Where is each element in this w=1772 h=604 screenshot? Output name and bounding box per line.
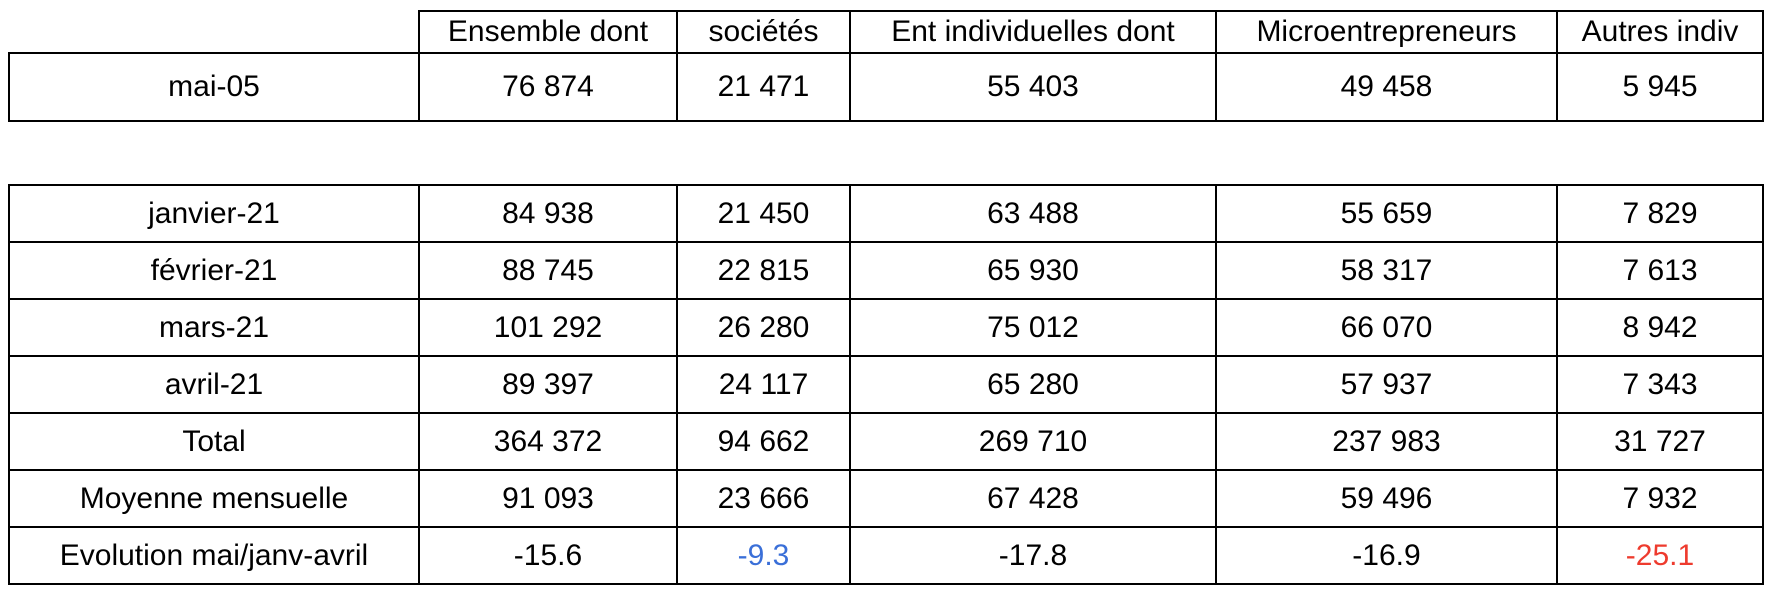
data-cell: 55 403 (849, 52, 1217, 122)
data-cell: -9.3 (676, 526, 851, 585)
data-cell: -25.1 (1556, 526, 1764, 585)
data-cell: 89 397 (418, 355, 678, 414)
data-cell: 67 428 (849, 469, 1217, 528)
data-cell: 65 930 (849, 241, 1217, 300)
data-cell: 55 659 (1215, 184, 1558, 243)
data-cell: 237 983 (1215, 412, 1558, 471)
data-cell: 7 932 (1556, 469, 1764, 528)
corner-cell (9, 11, 419, 53)
spreadsheet: Ensemble dont sociétés Ent individuelles d… (8, 10, 1764, 585)
data-cell: -15.6 (418, 526, 678, 585)
table-row: Evolution mai/janv-avril -15.6 -9.3 -17.8 -1… (8, 526, 1764, 585)
row-label: Total (8, 412, 420, 471)
column-header: Ensemble dont (418, 10, 678, 54)
row-label: mai-05 (8, 52, 420, 122)
column-header: Autres indiv (1556, 10, 1764, 54)
row-label: Moyenne mensuelle (8, 469, 420, 528)
table-row: mars-21 101 292 26 280 75 012 66 070 8 942 (8, 298, 1764, 357)
data-cell: 364 372 (418, 412, 678, 471)
data-cell: 65 280 (849, 355, 1217, 414)
data-cell: 8 942 (1556, 298, 1764, 357)
data-cell: 57 937 (1215, 355, 1558, 414)
column-header: Microentrepreneurs (1215, 10, 1558, 54)
data-cell: 63 488 (849, 184, 1217, 243)
table-row: février-21 88 745 22 815 65 930 58 317 7 613 (8, 241, 1764, 300)
data-cell: 49 458 (1215, 52, 1558, 122)
data-cell: 76 874 (418, 52, 678, 122)
data-cell: 7 829 (1556, 184, 1764, 243)
data-cell: 31 727 (1556, 412, 1764, 471)
data-cell: 88 745 (418, 241, 678, 300)
row-label: janvier-21 (8, 184, 420, 243)
row-label: février-21 (8, 241, 420, 300)
data-cell: 7 613 (1556, 241, 1764, 300)
table-row: Total 364 372 94 662 269 710 237 983 31 727 (8, 412, 1764, 471)
header-row: Ensemble dont sociétés Ent individuelles d… (9, 10, 1764, 54)
data-cell: -16.9 (1215, 526, 1558, 585)
data-cell: 94 662 (676, 412, 851, 471)
table-may05: Ensemble dont sociétés Ent individuelles d… (8, 10, 1764, 122)
data-cell: 22 815 (676, 241, 851, 300)
data-cell: -17.8 (849, 526, 1217, 585)
table-row: janvier-21 84 938 21 450 63 488 55 659 7 829 (8, 184, 1764, 243)
data-cell: 23 666 (676, 469, 851, 528)
table-months-2021: janvier-21 84 938 21 450 63 488 55 659 7 829 f… (8, 184, 1764, 585)
data-cell: 21 471 (676, 52, 851, 122)
data-cell: 84 938 (418, 184, 678, 243)
row-label: Evolution mai/janv-avril (8, 526, 420, 585)
data-cell: 58 317 (1215, 241, 1558, 300)
row-label: avril-21 (8, 355, 420, 414)
data-cell: 5 945 (1556, 52, 1764, 122)
data-cell: 66 070 (1215, 298, 1558, 357)
data-cell: 24 117 (676, 355, 851, 414)
row-label: mars-21 (8, 298, 420, 357)
data-cell: 91 093 (418, 469, 678, 528)
table-row: avril-21 89 397 24 117 65 280 57 937 7 343 (8, 355, 1764, 414)
data-cell: 26 280 (676, 298, 851, 357)
data-cell: 101 292 (418, 298, 678, 357)
data-cell: 7 343 (1556, 355, 1764, 414)
column-header: Ent individuelles dont (849, 10, 1217, 54)
table-row: Moyenne mensuelle 91 093 23 666 67 428 59 49… (8, 469, 1764, 528)
column-header: sociétés (676, 10, 851, 54)
data-cell: 269 710 (849, 412, 1217, 471)
data-cell: 75 012 (849, 298, 1217, 357)
data-cell: 59 496 (1215, 469, 1558, 528)
table-row: mai-05 76 874 21 471 55 403 49 458 5 945 (8, 52, 1764, 122)
data-cell: 21 450 (676, 184, 851, 243)
